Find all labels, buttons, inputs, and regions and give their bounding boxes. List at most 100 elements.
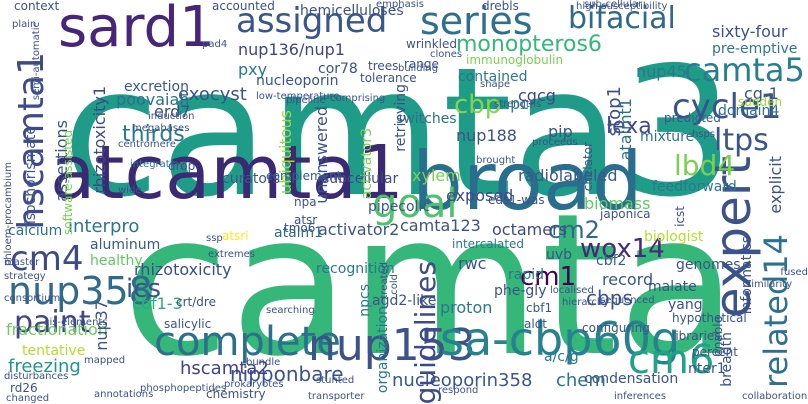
- word-rapid: rapid: [508, 267, 544, 283]
- word-recognition: recognition: [316, 261, 395, 277]
- word-phosphopeptides: phosphopeptides: [140, 383, 227, 394]
- word-tentative: tentative: [22, 343, 86, 359]
- word-curators: curators: [222, 171, 281, 187]
- word-organization: organization: [375, 306, 391, 394]
- word-high-susceptibility: high-susceptibility: [576, 1, 668, 12]
- word-cm6: cm6: [628, 337, 715, 383]
- word-bifacial: bifacial: [568, 1, 676, 36]
- word-japonica: japonica: [600, 207, 651, 221]
- word-emphasis: emphasis: [376, 0, 424, 10]
- word-poovaiah: poovaiah: [116, 90, 190, 109]
- word-nup188: nup188: [456, 126, 517, 145]
- word-inferences: inferences: [614, 391, 667, 402]
- word-biologist: biologist: [644, 229, 704, 245]
- word-eds1-was: eds1-was: [488, 193, 545, 207]
- word-rhizotoxicity1: rhizotoxicity1: [90, 86, 109, 194]
- word-cis-elements: cis-elements: [44, 317, 108, 328]
- word-sa-cbp60g: sa-cbp60g: [440, 312, 681, 366]
- word-guidelines: guidelines: [409, 260, 442, 404]
- word-predicted: predicted: [664, 111, 721, 125]
- word-trees: trees: [368, 59, 399, 73]
- word-goal: goal: [372, 181, 458, 227]
- word-semi-automatic: semi-automatic: [31, 22, 42, 101]
- word-sudden: sudden: [738, 95, 783, 109]
- word-accounted: accounted: [212, 0, 275, 13]
- word-erd7: erd7: [154, 102, 191, 121]
- word-configuring: configuring: [582, 321, 650, 335]
- word-integrating: integrating: [130, 159, 186, 170]
- word-camta123: camta123: [400, 216, 481, 235]
- word-percent: percent: [692, 345, 738, 359]
- word-assigned: assigned: [236, 1, 388, 41]
- word-cbf2: cbf2: [596, 253, 627, 269]
- word-wox14: wox14: [580, 234, 665, 264]
- word-cycle1: cycle1: [672, 87, 782, 127]
- word-chemistry: chemistry: [206, 387, 266, 401]
- word-software-assisted: software-assisted: [61, 130, 75, 236]
- word-drop: drop: [168, 159, 196, 173]
- word-nucleoporin: nucleoporin: [256, 73, 339, 89]
- word-cm2: cm2: [548, 216, 600, 244]
- word-sixty-four: sixty-four: [712, 22, 788, 41]
- word-yang: yang: [668, 297, 703, 313]
- word-strengths: strengths: [494, 99, 542, 110]
- word-sub-cellular: sub-cellular: [584, 0, 643, 10]
- word-fractionation: fractionation: [6, 320, 108, 339]
- word-bundle: bundle: [246, 357, 281, 368]
- word-localised: localised: [550, 285, 594, 296]
- word-interpro: interpro: [68, 216, 140, 237]
- word-pre-emptive: pre-emptive: [712, 41, 798, 57]
- word-npc: npc: [500, 94, 530, 113]
- word-icst: icst: [673, 206, 687, 227]
- word-context: context: [14, 0, 60, 13]
- word-tolerance: tolerance: [360, 71, 417, 85]
- word-chem: chem: [556, 370, 606, 391]
- word-informatics: informatics: [739, 236, 755, 315]
- word-rd26: rd26: [10, 381, 38, 395]
- word-activator3: activator3: [359, 128, 375, 200]
- word-cbf1: cbf1: [526, 301, 553, 315]
- word-rhizotoxicity: rhizotoxicity: [134, 260, 232, 279]
- word-fused: fused: [780, 267, 808, 278]
- word-extremes: extremes: [208, 249, 255, 260]
- word-clones: clones: [430, 49, 463, 60]
- word-hierarchy: hierarchy: [562, 297, 610, 308]
- word-hscamta2: hscamta2: [180, 358, 269, 379]
- word-phe-gly: phe-gly: [494, 283, 547, 299]
- word-respond: respond: [438, 385, 479, 396]
- word-rwc: rwc: [458, 254, 487, 273]
- word-excretion: excretion: [124, 79, 189, 95]
- word-npa: npa: [294, 195, 317, 209]
- word-nup45: nup45: [636, 62, 687, 81]
- word-atsri: atsri: [222, 229, 249, 243]
- word-phloem-procambium: phloem-procambium: [3, 162, 14, 267]
- word-low-temperature: low-temperature: [256, 91, 340, 102]
- word-libraries: libraries: [672, 329, 721, 343]
- word-lexa: lexa: [606, 114, 652, 139]
- word-nipponbare: nipponbare: [230, 362, 344, 386]
- word-pip: pip: [548, 122, 573, 141]
- word-pipecolic: pipecolic: [368, 199, 431, 215]
- word-annotations: annotations: [94, 389, 154, 400]
- word-plain: plain: [12, 19, 37, 30]
- word-consortium: consortium: [4, 293, 61, 304]
- word-collaboration: collaboration: [742, 391, 808, 402]
- word-subcellular: subcellular: [322, 171, 399, 187]
- word-atsr: atsr: [294, 213, 318, 227]
- word-nup153: nup153: [308, 320, 476, 371]
- word-atalmt1: atalmt1: [616, 98, 635, 161]
- word-related14: related14: [757, 234, 795, 388]
- word-uvb: uvb: [546, 247, 573, 263]
- word-hypothetical: hypothetical: [672, 311, 747, 325]
- word-cbps: cbps: [586, 286, 633, 310]
- word-cm4: cm4: [10, 239, 84, 279]
- word-radiolabeled: radiolabeled: [518, 166, 618, 185]
- word-lbd4: lbd4: [674, 149, 736, 182]
- word-feedforward: feedforward: [652, 179, 737, 195]
- word-ics: ics: [126, 274, 162, 304]
- word-activator2: activator2: [318, 220, 400, 239]
- word-series: series: [420, 0, 533, 43]
- word-proton: proton: [440, 298, 493, 317]
- word-biomass: biomass: [584, 194, 651, 213]
- word-cg-1: cg-1: [744, 84, 779, 103]
